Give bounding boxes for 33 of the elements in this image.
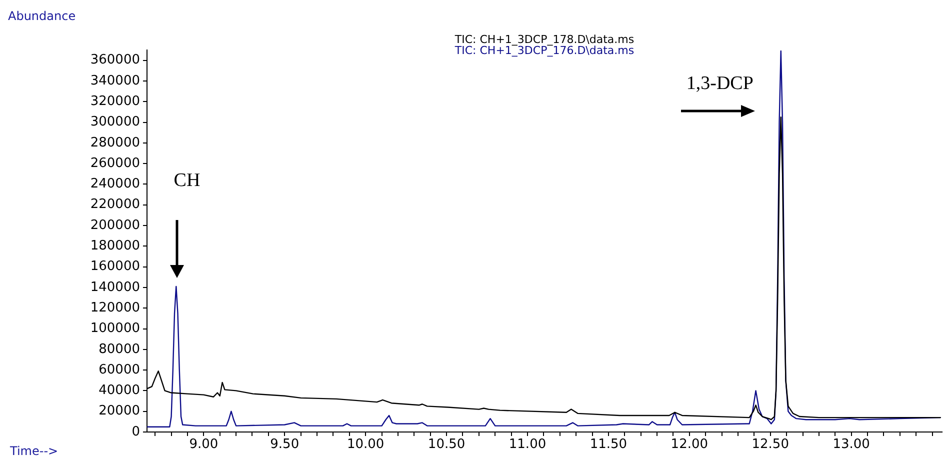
y-tick-label: 180000 bbox=[90, 238, 140, 254]
y-tick-label: 300000 bbox=[90, 114, 140, 130]
x-tick-label: 13.00 bbox=[832, 437, 870, 452]
y-tick-label: 200000 bbox=[90, 218, 140, 233]
y-tick-label: 260000 bbox=[90, 156, 140, 171]
y-axis-title: Abundance bbox=[8, 9, 76, 24]
x-tick-label: 10.00 bbox=[346, 437, 384, 452]
y-tick-label: 120000 bbox=[90, 300, 140, 316]
y-tick-label: 320000 bbox=[90, 94, 140, 109]
y-tick-label: 340000 bbox=[90, 73, 140, 88]
y-tick-label: 60000 bbox=[98, 362, 140, 378]
annotation: 1,3-DCP bbox=[686, 72, 754, 94]
y-tick-label: 40000 bbox=[98, 383, 140, 398]
y-tick-label: 0 bbox=[132, 424, 140, 440]
x-tick-label: 12.50 bbox=[752, 437, 789, 452]
x-tick-label: 11.50 bbox=[590, 437, 628, 452]
x-tick-label: 9.00 bbox=[189, 437, 218, 452]
y-tick-label: 220000 bbox=[90, 197, 140, 212]
x-tick-label: 10.50 bbox=[428, 437, 466, 452]
y-tick-label: 20000 bbox=[98, 404, 140, 419]
x-tick-label: 12.00 bbox=[670, 437, 708, 452]
y-tick-label: 360000 bbox=[90, 52, 140, 68]
y-tick-label: 100000 bbox=[90, 321, 140, 336]
annotation: CH bbox=[174, 170, 200, 191]
y-tick-label: 80000 bbox=[98, 342, 140, 357]
x-axis-title: Time--> bbox=[9, 444, 58, 458]
x-tick-label: 11.00 bbox=[508, 437, 546, 452]
y-tick-label: 240000 bbox=[90, 176, 140, 192]
y-tick-label: 140000 bbox=[90, 280, 140, 295]
text: TIC: CH+1_3DCP_178.D\data.ms bbox=[454, 32, 634, 46]
y-tick-label: 160000 bbox=[90, 259, 140, 274]
y-tick-label: 280000 bbox=[90, 135, 140, 150]
x-tick-label: 9.50 bbox=[270, 437, 300, 452]
